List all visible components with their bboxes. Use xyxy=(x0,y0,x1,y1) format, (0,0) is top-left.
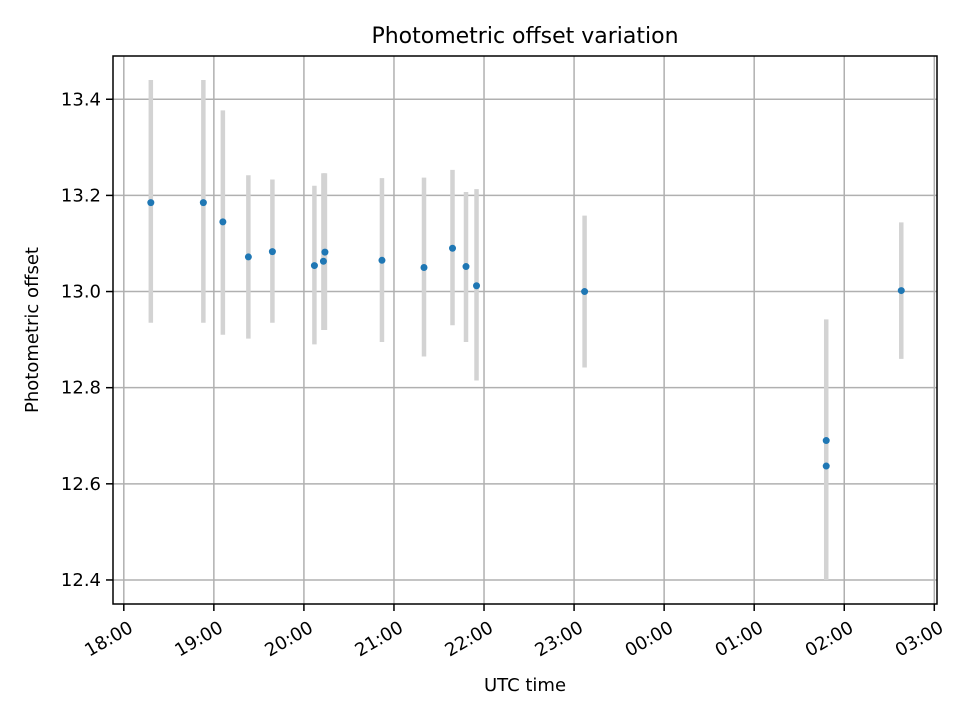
data-point xyxy=(147,199,155,207)
data-point xyxy=(199,199,207,207)
data-point xyxy=(581,288,589,296)
grid-layer xyxy=(113,56,937,604)
data-point xyxy=(822,437,830,445)
data-point xyxy=(268,248,276,256)
y-tick-label: 12.6 xyxy=(61,474,101,495)
y-tick-label: 12.4 xyxy=(61,570,101,591)
y-tick-label: 12.8 xyxy=(61,378,101,399)
chart-title: Photometric offset variation xyxy=(371,24,678,49)
data-point xyxy=(822,462,830,470)
y-tick-label: 13.2 xyxy=(61,185,101,206)
data-point xyxy=(449,244,457,252)
y-axis-label: Photometric offset xyxy=(22,247,43,413)
x-axis-label: UTC time xyxy=(484,675,566,696)
plot-frame xyxy=(112,55,938,605)
data-point xyxy=(219,218,227,226)
data-point xyxy=(897,287,905,295)
y-tick-label: 13.4 xyxy=(61,89,101,110)
data-point xyxy=(473,282,481,290)
data-point xyxy=(462,263,470,271)
y-tick-label: 13.0 xyxy=(61,282,101,303)
point-layer xyxy=(147,199,905,470)
data-point xyxy=(321,248,329,256)
data-point xyxy=(319,257,327,265)
data-point xyxy=(310,262,318,270)
data-point xyxy=(378,256,386,264)
data-point xyxy=(420,264,428,272)
data-point xyxy=(244,253,252,261)
